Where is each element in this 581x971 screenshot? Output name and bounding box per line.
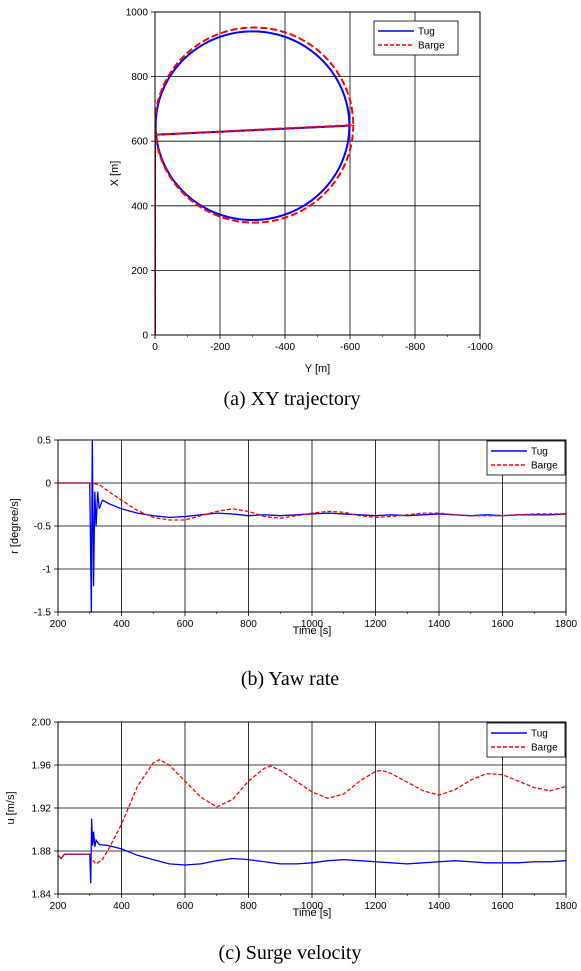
x-tick-label: 400 <box>113 901 130 912</box>
series-line-tug <box>58 440 566 612</box>
y-axis-label: X [m] <box>109 161 121 187</box>
x-tick-label: 400 <box>113 619 130 630</box>
y-tick-label: 1.88 <box>32 847 52 858</box>
x-tick-label: 1400 <box>428 619 451 630</box>
y-tick-label: 1.96 <box>32 761 52 772</box>
legend-box <box>373 20 459 56</box>
legend-label-barge: Barge <box>531 743 558 754</box>
legend-label-tug: Tug <box>531 729 548 740</box>
x-tick-label: 200 <box>50 619 67 630</box>
y-tick-label: 2.00 <box>32 718 52 729</box>
y-tick-label: 0 <box>142 331 148 342</box>
y-tick-label: 0 <box>45 479 51 490</box>
x-tick-label: -800 <box>405 342 425 353</box>
y-tick-label: 1.84 <box>32 890 52 901</box>
legend-label-tug: Tug <box>418 27 435 38</box>
y-tick-label: 1000 <box>126 8 149 19</box>
x-axis-label: Y [m] <box>305 363 330 375</box>
series-line-barge <box>58 758 566 865</box>
x-tick-label: 800 <box>240 901 257 912</box>
x-tick-label: 1000 <box>301 619 324 630</box>
legend-label-barge: Barge <box>531 461 558 472</box>
x-tick-label: 800 <box>240 619 257 630</box>
y-tick-label: 800 <box>131 72 148 83</box>
y-tick-label: -1.5 <box>34 608 52 619</box>
legend-label-barge: Barge <box>418 41 445 52</box>
x-tick-label: 1400 <box>428 901 451 912</box>
plot-area <box>155 26 355 335</box>
plot-frame <box>57 721 567 895</box>
x-tick-label: 1600 <box>491 619 514 630</box>
x-tick-label: -400 <box>275 342 295 353</box>
chart-2: 200 400 600 800 1000 1200 1400 1600 1800 -1.5 -1 -0… <box>9 436 578 691</box>
y-tick-label: 200 <box>131 266 148 277</box>
x-tick-label: 1200 <box>364 901 387 912</box>
x-tick-label: -1000 <box>467 342 493 353</box>
chart-3: 200 400 600 800 1000 1200 1400 1600 1800 1.84 1.88… <box>5 718 578 965</box>
x-tick-label: -200 <box>210 342 230 353</box>
y-tick-label: -1 <box>42 565 51 576</box>
y-axis-label: r [degree/s] <box>9 498 21 554</box>
x-tick-label: 600 <box>177 901 194 912</box>
plot-frame <box>154 11 481 336</box>
x-tick-label: 1000 <box>301 901 324 912</box>
legend: Tug Barge <box>486 440 566 476</box>
y-tick-label: 1.92 <box>32 804 52 815</box>
x-tick-label: 1600 <box>491 901 514 912</box>
legend: Tug Barge <box>373 20 459 56</box>
legend-box <box>486 440 566 476</box>
figure-caption: (a) XY trajectory <box>224 388 361 410</box>
x-tick-label: 0 <box>152 342 158 353</box>
x-tick-label: -600 <box>340 342 360 353</box>
legend: Tug Barge <box>486 722 566 758</box>
figure-caption: (c) Surge velocity <box>219 942 362 964</box>
x-axis-label: Time [s] <box>293 625 332 637</box>
x-tick-label: 1800 <box>555 619 578 630</box>
chart-1: 0 -200 -400 -600 -800 -1000 0 200 400 600 800 1000 Y… <box>109 8 493 411</box>
y-tick-label: 600 <box>131 137 148 148</box>
plot-frame <box>57 439 567 613</box>
y-tick-label: 400 <box>131 201 148 212</box>
series-line-tug <box>58 818 566 884</box>
x-tick-label: 1200 <box>364 619 387 630</box>
x-tick-label: 1800 <box>555 901 578 912</box>
x-tick-label: 600 <box>177 619 194 630</box>
legend-label-tug: Tug <box>531 447 548 458</box>
y-tick-label: 0.5 <box>37 436 51 447</box>
x-tick-label: 200 <box>50 901 67 912</box>
y-tick-label: -0.5 <box>34 522 52 533</box>
x-axis-label: Time [s] <box>293 907 332 919</box>
y-axis-label: u [m/s] <box>5 791 17 824</box>
legend-box <box>486 722 566 758</box>
plot-area <box>58 758 566 884</box>
series-line-barge <box>155 26 355 335</box>
series-line-barge <box>58 482 566 521</box>
figure-caption: (b) Yaw rate <box>241 668 339 690</box>
plot-area <box>58 440 566 612</box>
